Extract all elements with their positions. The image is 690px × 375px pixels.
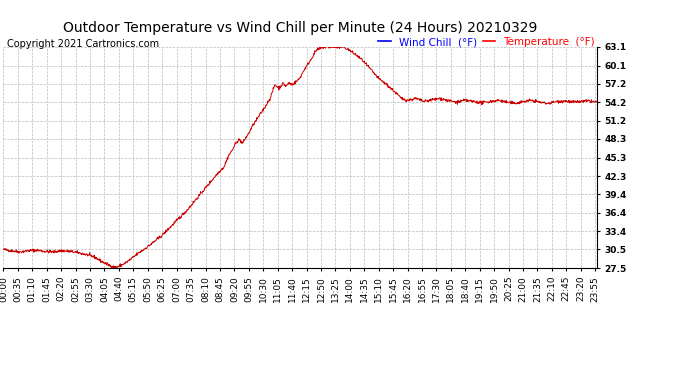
Text: Outdoor Temperature vs Wind Chill per Minute (24 Hours) 20210329: Outdoor Temperature vs Wind Chill per Mi…: [63, 21, 538, 34]
Legend: Wind Chill  (°F), Temperature  (°F): Wind Chill (°F), Temperature (°F): [379, 37, 595, 47]
Text: Copyright 2021 Cartronics.com: Copyright 2021 Cartronics.com: [7, 39, 159, 50]
